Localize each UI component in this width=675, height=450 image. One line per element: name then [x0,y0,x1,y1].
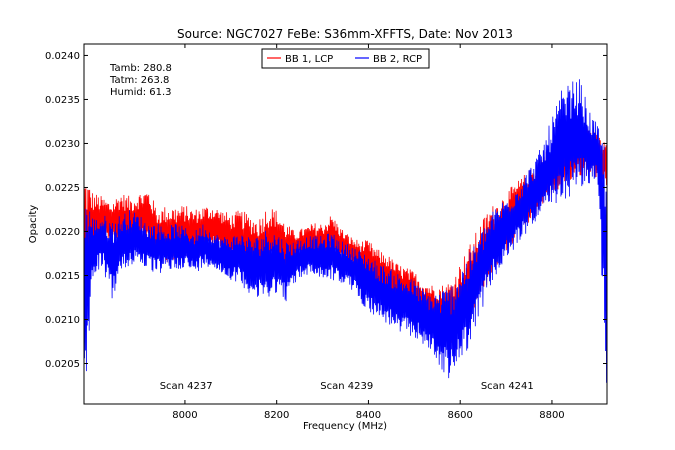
scan-label: Scan 4241 [481,381,534,392]
y-tick-label: 0.0220 [45,227,80,238]
tamb-label: Tamb: 280.8 [109,63,172,74]
chart-title: Source: NGC7027 FeBe: S36mm-XFFTS, Date:… [177,27,513,41]
x-axis: 8000 8200 8400 8600 8800 [172,44,565,421]
weather-annotation: Tamb: 280.8 Tatm: 263.8 Humid: 61.3 [109,63,172,98]
y-tick-label: 0.0215 [45,271,80,282]
humid-label: Humid: 61.3 [110,87,172,98]
legend-label-lcp: BB 1, LCP [285,54,333,65]
scan-label: Scan 4239 [320,381,373,392]
y-tick-label: 0.0230 [45,139,80,150]
series-line-bb2-rcp [83,79,608,383]
x-tick-label: 8800 [539,410,564,421]
legend-label-rcp: BB 2, RCP [373,54,422,65]
x-tick-label: 8600 [447,410,472,421]
plot-frame [83,43,608,405]
tatm-label: Tatm: 263.8 [109,75,169,86]
y-tick-label: 0.0225 [45,183,80,194]
y-axis: 0.0205 0.0210 0.0215 0.0220 0.0225 0.0230 0.02… [45,51,607,370]
y-tick-label: 0.0235 [45,95,80,106]
y-tick-label: 0.0205 [45,359,80,370]
legend: BB 1, LCP BB 2, RCP [261,48,430,69]
y-tick-label: 0.0240 [45,51,80,62]
y-tick-label: 0.0210 [45,315,80,326]
y-axis-label: Opacity [28,205,39,244]
x-axis-label: Frequency (MHz) [303,421,387,432]
series-layer [83,79,608,383]
x-tick-label: 8000 [172,410,197,421]
scan-label: Scan 4237 [160,381,213,392]
x-tick-label: 8400 [356,410,381,421]
scan-annotations: Scan 4237 Scan 4239 Scan 4241 [160,381,534,392]
x-tick-label: 8200 [264,410,289,421]
legend-box [261,48,430,69]
